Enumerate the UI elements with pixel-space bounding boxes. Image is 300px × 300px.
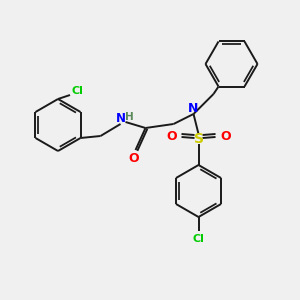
Text: O: O (220, 130, 231, 142)
Text: H: H (124, 112, 133, 122)
Text: N: N (188, 101, 199, 115)
Text: O: O (128, 152, 139, 164)
Text: O: O (166, 130, 177, 142)
Text: S: S (194, 132, 203, 146)
Text: N: N (116, 112, 125, 125)
Text: Cl: Cl (71, 86, 83, 96)
Text: Cl: Cl (193, 234, 205, 244)
